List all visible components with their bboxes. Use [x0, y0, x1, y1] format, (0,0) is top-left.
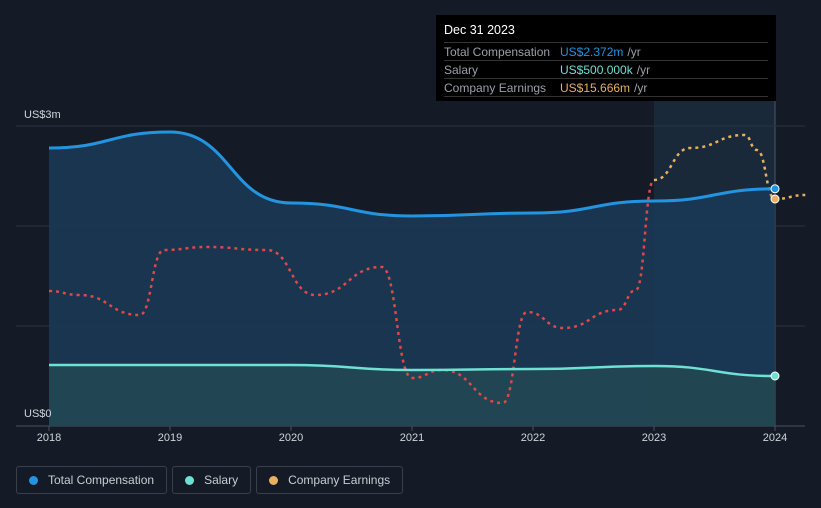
tooltip-row-salary: Salary US$500.000k/yr: [444, 60, 768, 78]
legend-label: Salary: [204, 473, 239, 487]
tooltip-unit: /yr: [634, 80, 648, 95]
data-point-marker: [770, 194, 780, 204]
x-tick-label: 2020: [278, 432, 304, 444]
legend-dot-icon: [29, 475, 38, 485]
legend-label: Total Compensation: [48, 473, 155, 487]
tooltip-label: Salary: [444, 62, 479, 77]
x-tick-label: 2022: [520, 432, 546, 444]
tooltip-label: Total Compensation: [444, 44, 551, 59]
tooltip-value: US$500.000k: [560, 62, 633, 77]
tooltip: Dec 31 2023 Total Compensation US$2.372m /…: [436, 15, 776, 101]
total-compensation-line: [48, 130, 776, 218]
company-earnings-negative-line: [48, 178, 656, 405]
tooltip-row-earnings: Company Earnings US$15.666m/yr: [444, 78, 768, 97]
total-compensation-area: [49, 132, 775, 426]
x-tick-label: 2024: [762, 432, 788, 444]
tooltip-value: US$2.372m: [560, 44, 624, 59]
x-tick-label: 2021: [399, 432, 425, 444]
legend-dot-icon: [185, 475, 195, 485]
x-tick-label: 2019: [157, 432, 183, 444]
legend-company-earnings[interactable]: Company Earnings: [256, 466, 404, 494]
data-point-marker: [770, 184, 780, 194]
legend-dot-icon: [269, 475, 279, 485]
tooltip-row-total: Total Compensation US$2.372m/yr: [444, 42, 768, 60]
legend-label: Company Earnings: [288, 473, 391, 487]
data-point-marker: [770, 371, 780, 381]
legend-total-compensation[interactable]: Total Compensation: [16, 466, 168, 494]
tooltip-unit: /yr: [627, 44, 641, 59]
x-tick-label: 2023: [641, 432, 667, 444]
salary-line: [49, 363, 776, 378]
tooltip-date: Dec 31 2023: [444, 23, 515, 37]
y-tick-label: US$3m: [24, 109, 61, 121]
tooltip-value: US$15.666m: [560, 80, 631, 95]
legend: Total Compensation Salary Company Earnin…: [16, 466, 404, 494]
tooltip-label: Company Earnings: [444, 80, 547, 95]
x-tick-label: 2018: [36, 432, 62, 444]
tooltip-unit: /yr: [636, 62, 651, 77]
legend-salary[interactable]: Salary: [172, 466, 252, 494]
y-tick-label: US$0: [24, 408, 52, 420]
salary-area: [49, 365, 775, 426]
